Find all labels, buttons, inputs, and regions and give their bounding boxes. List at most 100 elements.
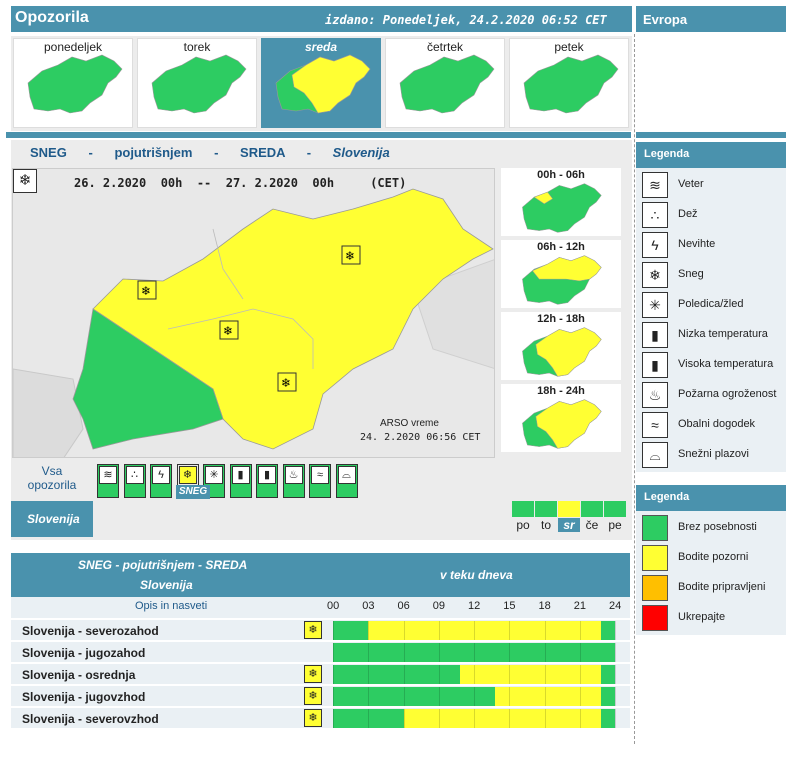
hour-gridline — [615, 621, 616, 640]
period-label: 18h - 24h — [537, 385, 585, 397]
day-abbr-2[interactable]: sr — [558, 518, 580, 532]
hour-gridline — [615, 709, 616, 728]
legend-level-item: Ukrepajte — [642, 605, 782, 631]
table-row[interactable]: Slovenija - jugovzhod ❄ — [11, 685, 630, 706]
svg-text:❄: ❄ — [141, 284, 151, 298]
hour-gridline — [438, 687, 440, 706]
type-filter-coastal[interactable]: ≈ — [309, 464, 331, 498]
snow-icon: ❄ — [304, 665, 322, 683]
hour-label: 06 — [397, 600, 410, 612]
hour-gridline — [403, 621, 405, 640]
ice-icon: ✳ — [642, 292, 668, 318]
thunderstorm-icon: ϟ — [152, 466, 170, 484]
legend-item: ♨ Požarna ogroženost — [642, 382, 782, 408]
table-row[interactable]: Slovenija - osrednja ❄ — [11, 663, 630, 684]
hour-gridline — [579, 687, 581, 706]
hour-gridline — [509, 687, 511, 706]
legend-item: ✳ Poledica/žled — [642, 292, 782, 318]
day-tab-2[interactable]: sreda — [261, 38, 381, 128]
legend-label: Snežni plazovi — [678, 448, 749, 460]
day-abbr-4[interactable]: pe — [608, 518, 622, 532]
rain-icon: ∴ — [642, 202, 668, 228]
hour-gridline — [474, 709, 475, 728]
svg-text:❄: ❄ — [281, 376, 291, 390]
hour-gridline — [438, 643, 440, 662]
table-title: SNEG - pojutrišnjem - SREDA — [78, 558, 248, 572]
timeline-yellow — [459, 665, 601, 684]
legend-label: Nizka temperatura — [678, 328, 768, 340]
legend-label: Obalni dogodek — [678, 418, 756, 430]
day-level-square — [581, 501, 603, 517]
period-map-2[interactable]: 12h - 18h — [501, 312, 621, 380]
day-tab-1[interactable]: torek — [137, 38, 257, 128]
hour-gridline — [579, 665, 581, 684]
hour-gridline — [509, 709, 511, 728]
period-map-3[interactable]: 18h - 24h — [501, 384, 621, 452]
type-filter-low-temp[interactable]: ▮ — [229, 464, 252, 498]
hour-gridline — [474, 621, 475, 640]
hour-label: 18 — [538, 600, 551, 612]
day-abbr-3[interactable]: če — [585, 518, 599, 532]
divider-bar — [6, 132, 631, 138]
table-subtitle: Slovenija — [140, 578, 193, 592]
day-tab-4[interactable]: petek — [509, 38, 629, 128]
type-filter-avalanche[interactable]: ⌓ — [335, 464, 358, 498]
level-color-swatch — [642, 545, 668, 571]
type-filter-thunderstorm[interactable]: ϟ — [150, 464, 172, 498]
all-warnings-link[interactable]: Vsa opozorila — [27, 464, 77, 492]
high-temp-icon: ▮ — [258, 466, 276, 484]
type-filter-wind[interactable]: ≋ — [97, 464, 119, 498]
legend-item: ≈ Obalni dogodek — [642, 412, 782, 438]
fire-icon: ♨ — [642, 382, 668, 408]
hour-label: 15 — [503, 600, 516, 612]
type-filter-rain[interactable]: ∴ — [123, 464, 146, 498]
hour-gridline — [403, 687, 405, 706]
main-map[interactable]: ❄ ❄ ❄ ❄ — [12, 168, 495, 458]
avalanche-icon: ⌓ — [337, 466, 356, 484]
period-label: 12h - 18h — [537, 313, 585, 325]
day-tab-label: ponedeljek — [43, 40, 103, 54]
hour-gridline — [615, 687, 616, 706]
day-abbr-1[interactable]: to — [540, 518, 551, 532]
legend-level-label: Brez posebnosti — [678, 521, 757, 533]
slovenia-map: ❄ ❄ ❄ ❄ — [13, 188, 494, 457]
period-map-1[interactable]: 06h - 12h — [501, 240, 621, 308]
map-title: SNEG - pojutrišnjem - SREDA - Slovenija — [30, 145, 390, 160]
wind-icon: ≋ — [99, 466, 117, 484]
table-row[interactable]: Slovenija - severovzhod ❄ — [11, 707, 630, 728]
table-row[interactable]: Slovenija - jugozahod — [11, 641, 630, 662]
hour-label: 09 — [432, 600, 445, 612]
hour-gridline — [579, 643, 581, 662]
snow-icon: ❄ — [304, 687, 322, 705]
day-tab-0[interactable]: ponedeljek — [13, 38, 133, 128]
row-name: Slovenija - severovzhod — [22, 712, 159, 726]
day-level-square — [558, 501, 580, 517]
col-header-desc: Opis in nasveti — [135, 600, 208, 612]
europe-header[interactable] — [636, 6, 786, 32]
period-map-0[interactable]: 00h - 06h — [501, 168, 621, 236]
issued-text: izdano: Ponedeljek, 24.2.2020 06:52 CET — [325, 13, 607, 27]
hour-gridline — [368, 709, 370, 728]
hour-gridline — [509, 665, 511, 684]
day-abbr-0[interactable]: po — [516, 518, 530, 532]
day-tab-3[interactable]: četrtek — [385, 38, 505, 128]
table-row[interactable]: Slovenija - severozahod ❄ — [11, 619, 630, 640]
legend-label: Dež — [678, 208, 698, 220]
hour-gridline — [333, 665, 334, 684]
wind-icon: ≋ — [642, 172, 668, 198]
region-tab[interactable] — [11, 501, 93, 537]
legend-level-item: Bodite pripravljeni — [642, 575, 782, 601]
type-filter-high-temp[interactable]: ▮ — [256, 464, 278, 498]
legend2-title-bar — [636, 485, 786, 511]
hour-gridline — [579, 621, 581, 640]
low-temp-icon: ▮ — [231, 466, 250, 484]
map-title-sep: - — [306, 145, 312, 160]
timeline-yellow — [495, 687, 601, 706]
legend-item: ▮ Nizka temperatura — [642, 322, 782, 348]
selected-type-label: SNEG — [176, 485, 210, 499]
low-temp-icon: ▮ — [642, 322, 668, 348]
row-name: Slovenija - jugovzhod — [22, 690, 146, 704]
map-snow-icon: ❄ — [13, 169, 37, 193]
map-title-sep: - — [214, 145, 219, 160]
type-filter-fire[interactable]: ♨ — [282, 464, 305, 498]
